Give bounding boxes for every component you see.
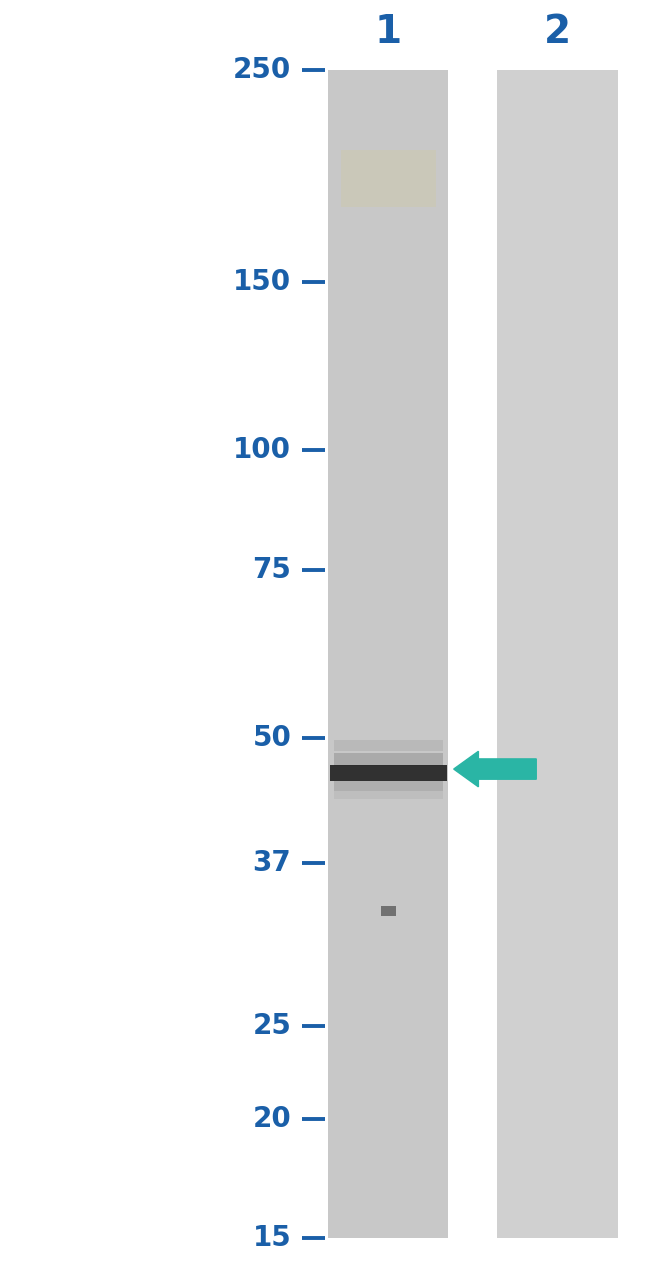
Bar (334, 753, 443, 766)
Bar (328, 70, 448, 1238)
Text: 150: 150 (233, 268, 291, 296)
Bar (330, 765, 447, 781)
Text: 20: 20 (252, 1105, 291, 1133)
Text: 2: 2 (544, 13, 571, 51)
Text: 100: 100 (233, 437, 291, 465)
Text: 37: 37 (252, 850, 291, 878)
Text: 15: 15 (252, 1224, 291, 1252)
Text: 75: 75 (252, 556, 291, 584)
FancyArrow shape (454, 752, 536, 787)
Text: 250: 250 (233, 56, 291, 84)
Bar (334, 781, 443, 791)
Text: 50: 50 (252, 724, 291, 752)
Bar (334, 791, 443, 799)
Bar (334, 740, 443, 752)
Bar (497, 70, 618, 1238)
Bar (341, 150, 436, 207)
Text: 1: 1 (375, 13, 402, 51)
Bar (381, 906, 395, 916)
Text: 25: 25 (252, 1012, 291, 1040)
